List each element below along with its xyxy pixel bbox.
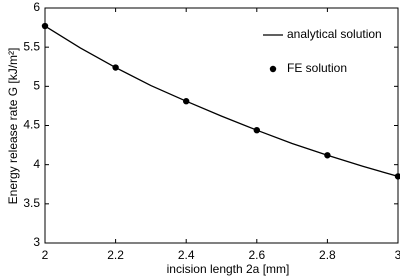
y-tick-label: 3.5 (23, 196, 40, 210)
x-tick-label: 3 (395, 248, 400, 262)
data-point (112, 64, 119, 71)
y-axis-label: Energy release rate G [kJ/m²] (6, 48, 20, 205)
legend-swatch (269, 65, 277, 73)
legend-label: analytical solution (287, 27, 382, 41)
legend-label: FE solution (287, 61, 347, 75)
y-tick-label: 5.5 (23, 39, 40, 53)
data-point (324, 152, 331, 159)
data-point (41, 22, 49, 30)
plot-frame (44, 7, 399, 244)
data-point (394, 173, 400, 180)
x-tick-label: 2.4 (178, 248, 195, 262)
y-tick-label: 6 (33, 0, 40, 14)
y-tick-label: 3 (33, 235, 40, 249)
x-axis-label: incision length 2a [mm] (167, 262, 290, 276)
x-tick-label: 2.6 (248, 248, 265, 262)
data-point (253, 127, 260, 134)
x-tick-label: 2.2 (107, 248, 124, 262)
data-line (44, 25, 399, 178)
x-tick-label: 2 (42, 248, 49, 262)
y-tick-label: 4.5 (23, 118, 40, 132)
y-tick-label: 5 (33, 79, 40, 93)
x-tick-label: 2.8 (319, 248, 336, 262)
data-point (183, 98, 190, 105)
y-tick-label: 4 (33, 157, 40, 171)
